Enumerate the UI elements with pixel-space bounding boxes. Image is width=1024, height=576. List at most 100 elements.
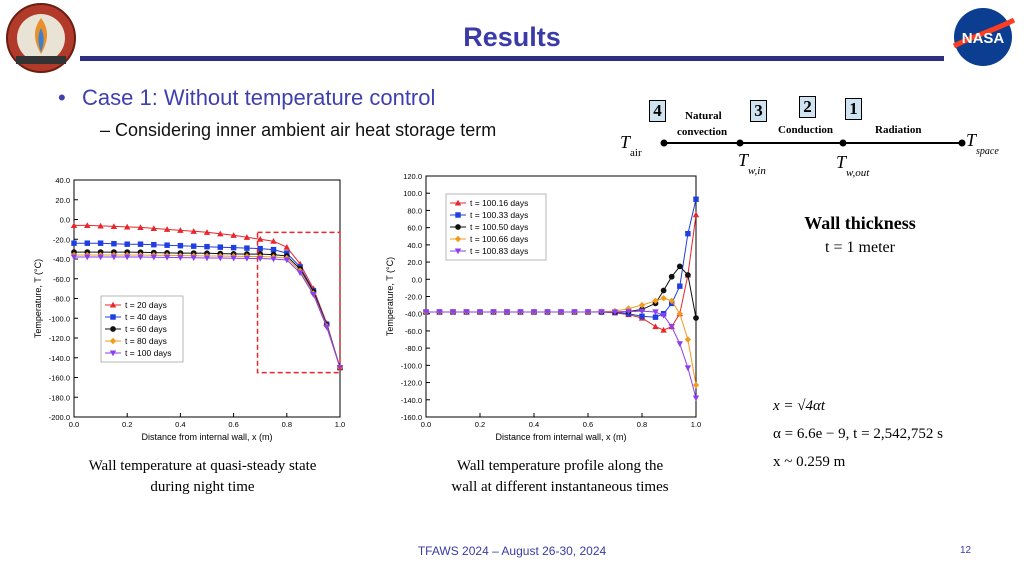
data-point [598, 309, 605, 316]
x-tick-label: 0.0 [421, 420, 431, 429]
data-point [638, 308, 646, 315]
data-point [652, 297, 659, 305]
data-point [164, 242, 170, 248]
x-tick-label: 1.0 [691, 420, 701, 429]
x-axis-label: Distance from internal wall, x (m) [495, 432, 626, 442]
thermal-network: 4 3 2 1 Natural convection Conduction Ra… [600, 92, 1020, 182]
data-point [177, 227, 184, 233]
y-axis-label: Temperature, T (°C) [33, 259, 43, 338]
data-point [124, 223, 131, 230]
footer-text: TFAWS 2024 – August 26-30, 2024 [417, 544, 607, 558]
nasa-logo-text: NASA [962, 30, 1005, 47]
caption-left-line1: Wall temperature at quasi-steady state [88, 458, 317, 474]
y-axis-label: Temperature, T (°C) [385, 257, 395, 336]
legend-marker [455, 212, 461, 218]
legend: t = 20 days t = 40 days t = 60 days t = 80 … [100, 295, 184, 363]
data-point [203, 255, 211, 262]
equation-result: x ~ 0.259 m [773, 454, 846, 470]
x-tick-label: 0.2 [122, 420, 132, 429]
data-point [652, 314, 659, 320]
chart-left: 40.0 20.0 0.0 -20.0 -40.0 -60.0 -80.0 -100.0 -12… [33, 176, 345, 442]
y-tick-label: 20.0 [407, 258, 422, 267]
y-tick-label: -100.0 [49, 314, 70, 323]
data-point [177, 242, 184, 249]
y-tick-label: -100.0 [401, 361, 422, 370]
y-tick-label: -140.0 [401, 396, 422, 405]
data-point [243, 234, 251, 240]
data-point [137, 241, 144, 247]
equation-alpha: α = 6.6e − 9, t = 2,542,752 s [773, 426, 943, 442]
y-tick-label: 120.0 [403, 172, 422, 181]
bullet-case1: • Case 1: Without temperature control [58, 85, 435, 111]
data-point [283, 257, 290, 264]
x-axis-label: Distance from internal wall, x (m) [141, 432, 272, 442]
data-point [190, 243, 197, 249]
chart-right: 120.0 100.0 80.0 60.0 40.0 20.0 0.0 -20.0 -40.0 -… [385, 172, 701, 442]
legend-label: t = 20 days [125, 300, 167, 310]
data-point [150, 254, 157, 261]
data-point [137, 224, 144, 230]
page-number: 12 [960, 545, 972, 556]
data-point [257, 255, 264, 262]
data-point [243, 255, 251, 262]
data-point [163, 254, 171, 261]
data-point [204, 243, 210, 250]
data-point [693, 315, 699, 321]
nasa-logo: NASA [948, 6, 1018, 68]
data-point [230, 255, 237, 262]
y-tick-label: -60.0 [53, 275, 70, 284]
data-point [685, 230, 691, 237]
data-point [676, 341, 683, 348]
data-point [97, 240, 104, 246]
y-tick-label: -120.0 [49, 334, 70, 343]
legend-marker [109, 337, 117, 345]
data-point [611, 309, 619, 316]
legend-marker [110, 314, 116, 320]
data-point [84, 222, 91, 228]
caption-right: Wall temperature profile along the wall … [410, 456, 710, 498]
legend: t = 100.16 days t = 100.33 days t = 100.50… [445, 193, 547, 261]
node-box-2: 2 [799, 96, 816, 118]
data-point [190, 228, 197, 234]
data-point [97, 222, 104, 229]
data-point [544, 309, 551, 316]
x-tick-label: 0.4 [529, 420, 539, 429]
y-tick-label: 60.0 [407, 224, 422, 233]
data-point [257, 245, 263, 252]
x-tick-label: 1.0 [335, 420, 345, 429]
data-point [684, 365, 692, 372]
data-point [163, 226, 171, 232]
x-tick-label: 0.6 [583, 420, 593, 429]
data-point [137, 254, 144, 261]
node-box-4: 4 [649, 100, 666, 122]
data-point [660, 312, 667, 319]
legend-label: t = 40 days [125, 312, 167, 322]
nasa-meatball-icon: NASA [952, 8, 1016, 66]
caption-left-line2: during night time [150, 479, 255, 495]
legend-marker [455, 224, 461, 230]
data-point [436, 309, 443, 316]
data-point [668, 273, 675, 280]
data-point [217, 255, 224, 262]
data-point [625, 309, 632, 315]
y-tick-label: 0.0 [60, 216, 70, 225]
tfaws-logo [2, 2, 80, 74]
data-point [692, 381, 700, 389]
data-point [676, 263, 683, 270]
x-tick-label: 0.6 [228, 420, 238, 429]
data-point [71, 240, 77, 246]
data-point [463, 309, 470, 316]
title-rule [80, 56, 944, 61]
data-point [638, 301, 646, 309]
x-tick-label: 0.4 [175, 420, 185, 429]
bullet2-text: Considering inner ambient air heat stora… [115, 120, 497, 140]
data-point [97, 254, 104, 261]
y-tick-label: 0.0 [412, 275, 422, 284]
y-tick-label: 20.0 [55, 196, 70, 205]
label-radiation: Radiation [875, 124, 922, 136]
legend-label: t = 100.66 days [470, 234, 528, 244]
data-point [203, 229, 211, 235]
data-point [652, 323, 659, 330]
data-point [190, 255, 197, 262]
y-tick-label: -120.0 [401, 379, 422, 388]
